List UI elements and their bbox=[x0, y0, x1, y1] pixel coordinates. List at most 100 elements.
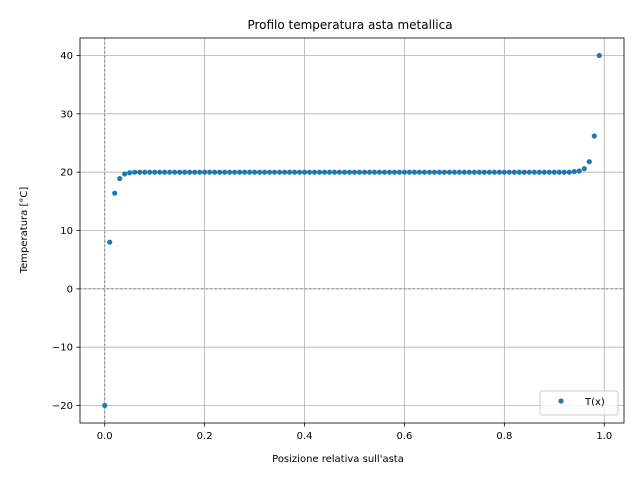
legend-marker bbox=[558, 398, 564, 404]
data-point bbox=[561, 169, 567, 175]
data-point bbox=[346, 169, 353, 175]
data-point bbox=[576, 168, 582, 174]
data-point bbox=[232, 169, 238, 175]
data-point bbox=[571, 168, 577, 175]
legend-label: T(x) bbox=[584, 397, 605, 408]
data-point bbox=[341, 169, 348, 175]
data-point bbox=[127, 170, 133, 176]
data-point bbox=[481, 169, 487, 175]
data-point bbox=[466, 169, 472, 175]
x-tick-label: 0.4 bbox=[297, 431, 313, 442]
data-point bbox=[586, 159, 592, 165]
data-point bbox=[336, 169, 343, 175]
data-point bbox=[202, 169, 208, 175]
data-point bbox=[381, 169, 388, 175]
data-point bbox=[132, 169, 138, 175]
data-point bbox=[306, 169, 313, 175]
data-point bbox=[187, 169, 193, 175]
data-point bbox=[361, 169, 368, 175]
data-point bbox=[501, 169, 507, 175]
x-tick-label: 0.6 bbox=[396, 431, 412, 442]
data-point bbox=[227, 169, 233, 175]
data-point bbox=[411, 169, 418, 175]
data-point bbox=[511, 169, 517, 175]
data-point bbox=[256, 169, 263, 175]
data-point bbox=[172, 169, 178, 175]
data-point bbox=[102, 402, 108, 409]
data-point bbox=[431, 169, 438, 175]
legend: T(x) bbox=[539, 390, 619, 416]
x-axis-label: Posizione relativa sull'asta bbox=[272, 454, 404, 465]
data-point bbox=[152, 169, 158, 175]
data-point bbox=[506, 169, 512, 175]
data-point bbox=[521, 169, 527, 175]
data-point bbox=[396, 169, 403, 175]
data-point bbox=[451, 169, 458, 175]
data-point bbox=[316, 169, 323, 175]
data-point bbox=[162, 169, 168, 175]
x-axis-ticks: 0.0 0.2 0.4 0.6 0.8 1.0 bbox=[97, 423, 612, 442]
data-point bbox=[591, 133, 597, 139]
data-point bbox=[137, 169, 143, 175]
data-point bbox=[456, 169, 463, 175]
data-point bbox=[416, 169, 423, 175]
data-point bbox=[326, 169, 333, 175]
y-axis-ticks: −20 −10 0 10 20 30 40 bbox=[52, 51, 80, 412]
data-point bbox=[536, 169, 542, 175]
data-point bbox=[241, 169, 248, 175]
data-point bbox=[486, 169, 492, 175]
y-tick-label: −20 bbox=[52, 401, 73, 412]
data-point bbox=[556, 169, 562, 175]
data-point bbox=[371, 169, 378, 175]
data-point bbox=[182, 169, 188, 175]
data-point bbox=[491, 169, 497, 175]
data-point bbox=[276, 169, 283, 175]
data-point bbox=[167, 169, 173, 175]
data-point bbox=[251, 169, 258, 175]
data-point bbox=[142, 169, 148, 175]
x-tick-label: 0.8 bbox=[496, 431, 512, 442]
data-point bbox=[117, 175, 123, 182]
data-point bbox=[366, 169, 373, 175]
chart-title: Profilo temperatura asta metallica bbox=[247, 18, 452, 32]
data-point bbox=[531, 169, 537, 175]
data-point bbox=[321, 169, 328, 175]
data-point bbox=[157, 169, 163, 175]
y-axis-label: Temperatura [°C] bbox=[19, 187, 30, 275]
y-tick-label: 30 bbox=[60, 109, 73, 120]
data-point bbox=[266, 169, 273, 175]
x-tick-label: 1.0 bbox=[596, 431, 612, 442]
data-point bbox=[351, 169, 358, 175]
data-point bbox=[406, 169, 413, 175]
data-point bbox=[261, 169, 268, 175]
data-point bbox=[122, 171, 128, 177]
data-point bbox=[246, 169, 253, 175]
data-point bbox=[581, 166, 587, 172]
data-point bbox=[197, 169, 203, 175]
y-tick-label: 20 bbox=[60, 168, 73, 179]
data-points bbox=[102, 52, 602, 409]
data-point bbox=[566, 169, 572, 175]
data-point bbox=[311, 169, 318, 175]
reference-lines bbox=[80, 38, 624, 423]
data-point bbox=[496, 169, 502, 175]
data-point bbox=[596, 52, 602, 59]
data-point bbox=[192, 169, 198, 175]
data-point bbox=[391, 169, 398, 175]
y-tick-label: 10 bbox=[60, 226, 73, 237]
data-point bbox=[401, 169, 408, 175]
data-point bbox=[436, 169, 443, 175]
data-point bbox=[546, 169, 552, 175]
data-point bbox=[376, 169, 383, 175]
data-point bbox=[107, 239, 113, 245]
data-point bbox=[207, 169, 213, 175]
data-point bbox=[296, 169, 303, 175]
data-point bbox=[222, 169, 228, 175]
data-point bbox=[291, 169, 298, 175]
data-point bbox=[212, 169, 218, 175]
data-point bbox=[177, 169, 183, 175]
y-tick-label: 0 bbox=[67, 284, 73, 295]
data-point bbox=[516, 169, 522, 175]
data-point bbox=[551, 169, 557, 175]
